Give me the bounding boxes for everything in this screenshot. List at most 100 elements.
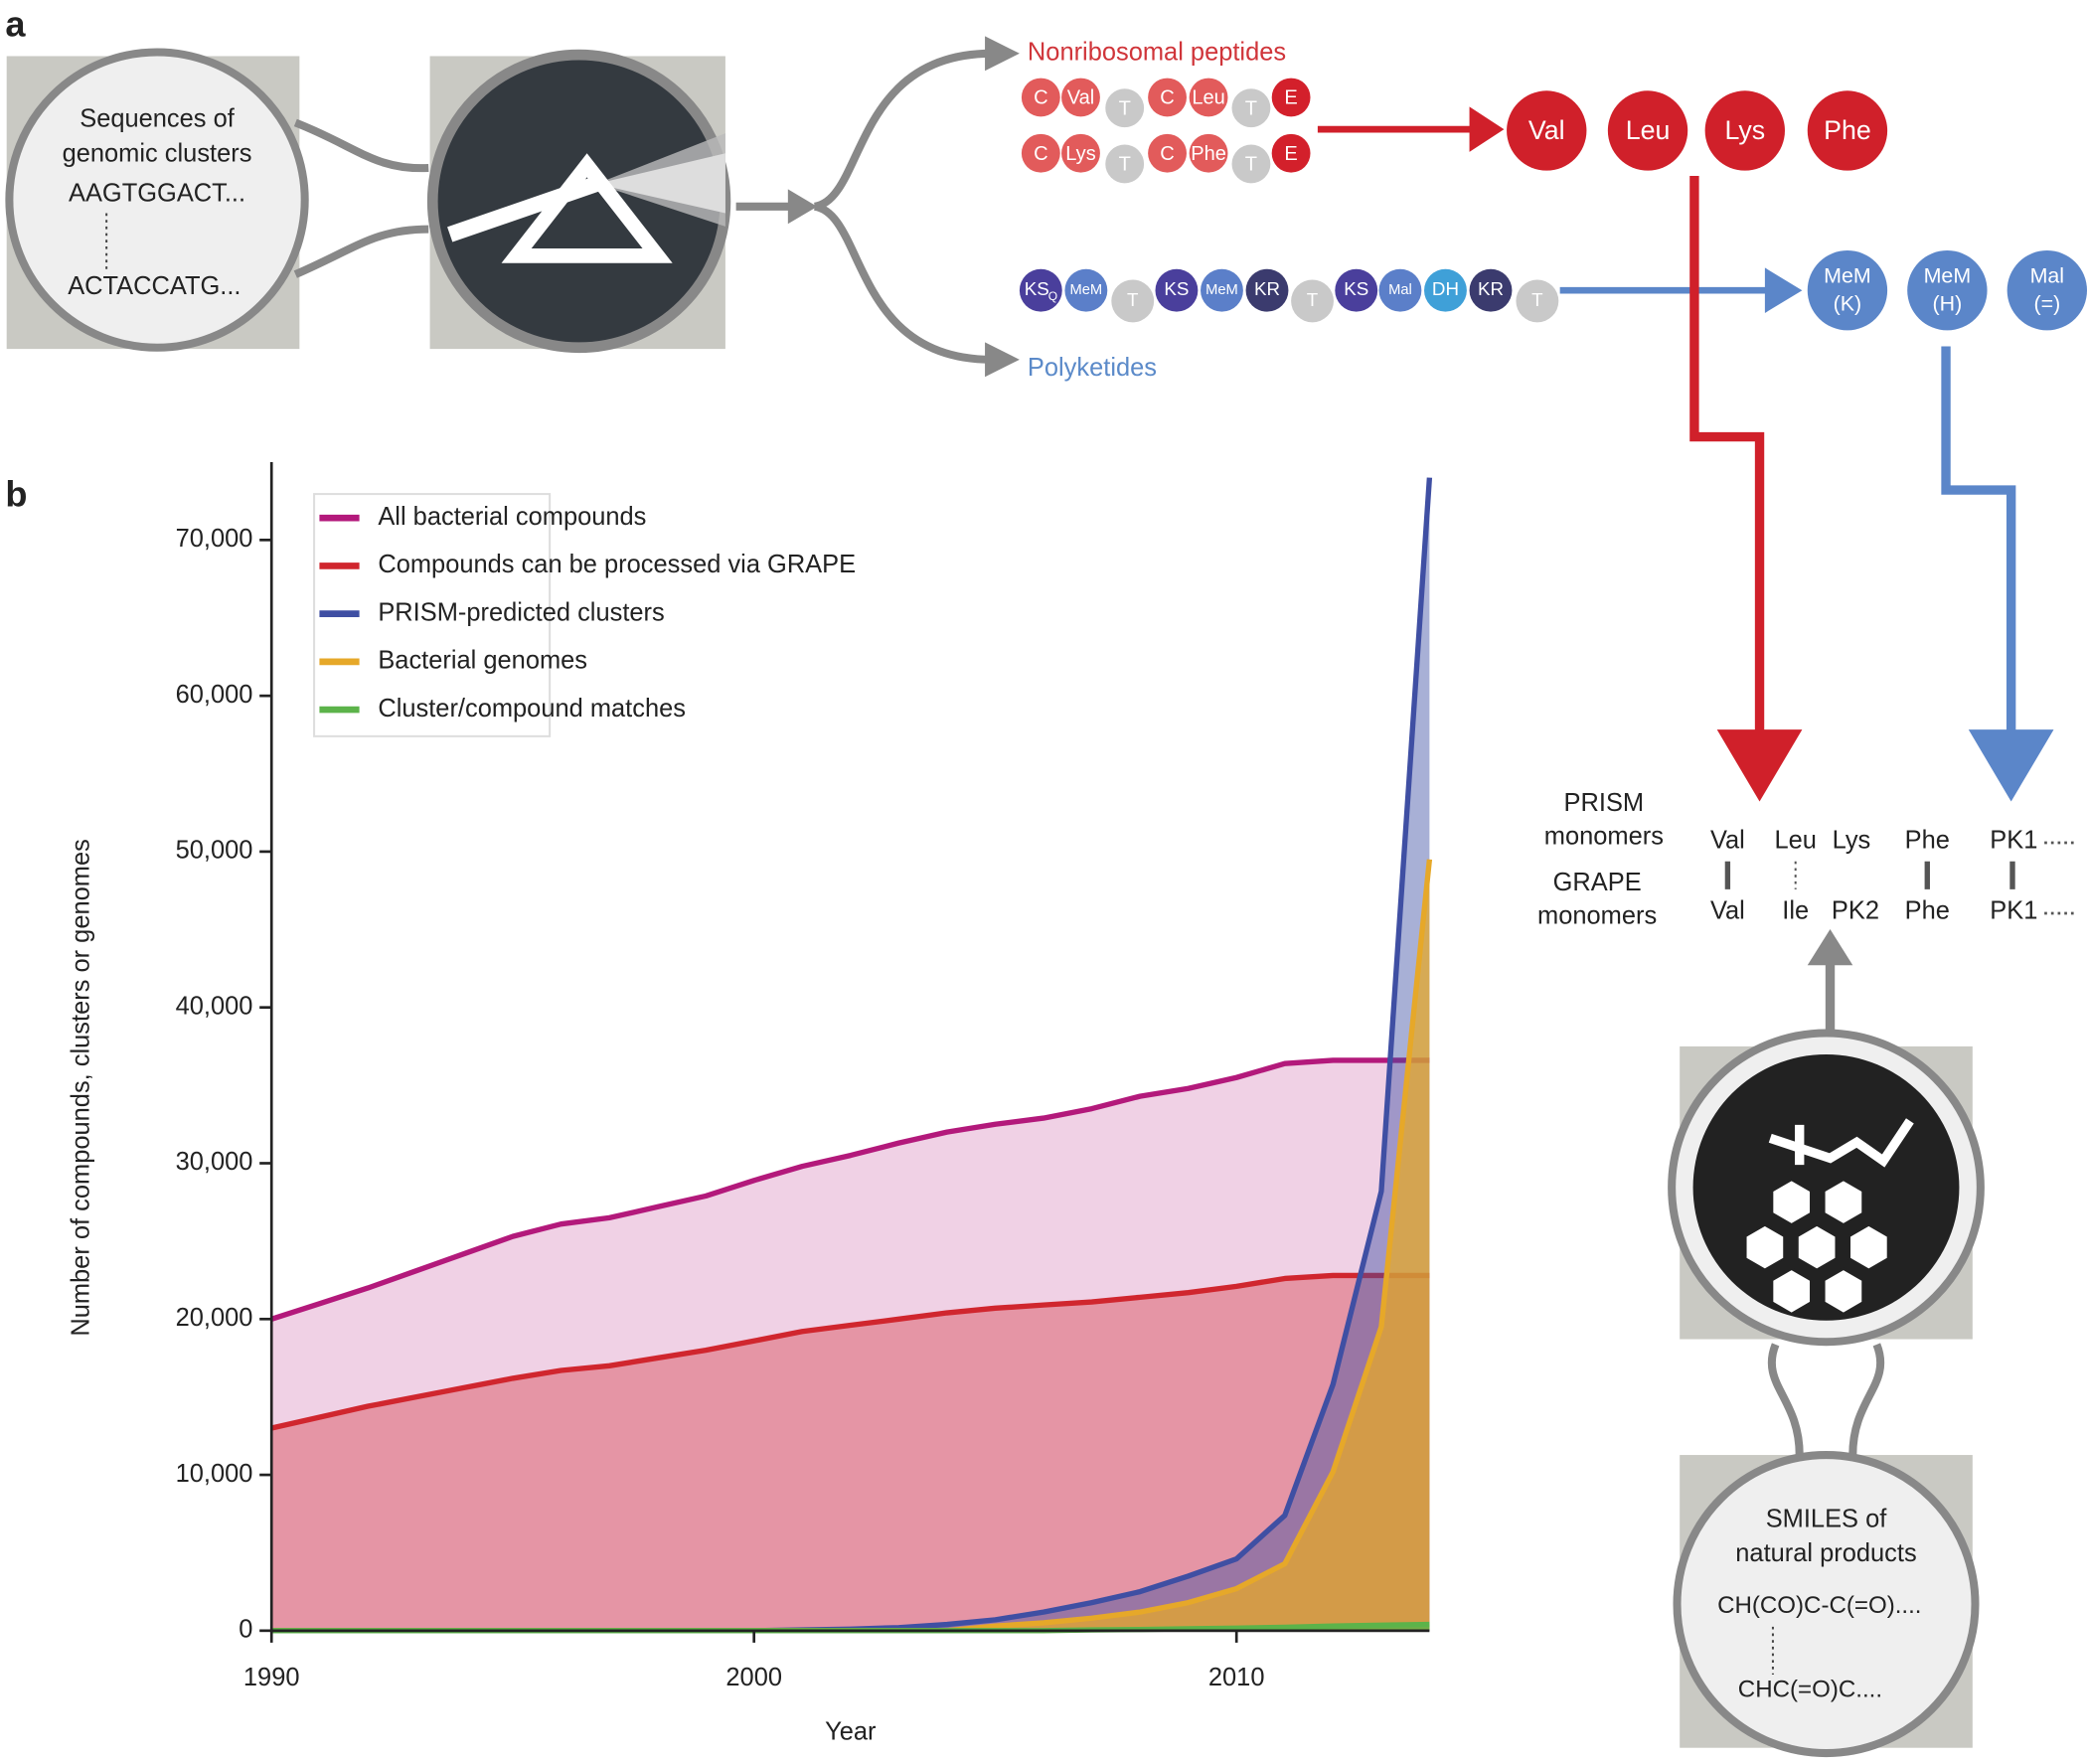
prism-monomer: Leu <box>1774 826 1816 854</box>
domain-label: Leu <box>1192 87 1225 109</box>
sequence: ACTACCATG... <box>68 272 241 300</box>
monomer <box>1507 90 1587 171</box>
domain-label: T <box>1245 154 1257 176</box>
legend-label: Compounds can be processed via GRAPE <box>378 551 856 578</box>
monomer <box>1704 90 1785 171</box>
area-fill <box>271 1059 1430 1631</box>
domain <box>1271 133 1311 173</box>
x-axis-label: Year <box>825 1718 877 1746</box>
hexagon <box>1770 1178 1813 1226</box>
grape-monomer: PK1 <box>1990 896 2037 924</box>
legend-label: All bacterial compounds <box>378 503 646 531</box>
arrowhead <box>787 189 818 225</box>
hexagon <box>1743 1222 1786 1272</box>
connector <box>293 118 429 173</box>
domain <box>1061 78 1100 117</box>
domain <box>1111 279 1155 323</box>
domain <box>1148 133 1187 173</box>
domain-label: T <box>1307 289 1319 310</box>
domain-label: C <box>1034 87 1048 109</box>
series-line <box>270 1057 1430 1322</box>
branch-label: Polyketides <box>1028 354 1157 382</box>
domain <box>1105 88 1145 128</box>
domain-label: E <box>1284 87 1297 109</box>
area-fill <box>271 859 1430 1631</box>
branch-label: Nonribosomal peptides <box>1028 39 1286 67</box>
domain <box>1155 268 1199 312</box>
domain <box>1021 133 1060 173</box>
domain-label: Val <box>1067 87 1095 109</box>
arrowhead <box>1968 729 2054 802</box>
arrow <box>813 49 992 211</box>
domain-label: KS <box>1025 278 1049 299</box>
monomer-label: (K) <box>1834 292 1862 316</box>
domain-label: KR <box>1254 278 1280 299</box>
sequence-circle <box>5 48 309 352</box>
monomer-label: (H) <box>1933 292 1963 316</box>
domain <box>1231 144 1271 184</box>
domain-label: Mal <box>1388 282 1412 298</box>
domain <box>1469 268 1513 312</box>
domain <box>1189 133 1228 173</box>
domain <box>1061 133 1100 173</box>
arrow <box>1941 346 2016 735</box>
domain <box>1335 268 1378 312</box>
x-tick-label: 1990 <box>243 1664 300 1691</box>
sequence: AAGTGGACT... <box>69 179 245 207</box>
domain-label: T <box>1127 289 1139 310</box>
hexagon <box>1822 1178 1864 1226</box>
domain <box>1148 78 1187 117</box>
domain-label: T <box>1245 97 1257 119</box>
spectrum <box>596 153 725 214</box>
hexagon <box>1770 1267 1813 1316</box>
y-tick-label: 60,000 <box>176 681 253 709</box>
monomer-label: Mal <box>2030 263 2065 287</box>
domain-label: KS <box>1164 278 1189 299</box>
smiles: CHC(=O)C.... <box>1738 1676 1882 1702</box>
domain <box>1271 78 1311 117</box>
domain <box>1021 78 1060 117</box>
monomer <box>1907 250 1988 331</box>
subscript: Q <box>1048 289 1057 303</box>
arrowhead <box>985 342 1020 378</box>
x-tick-label: 2010 <box>1208 1664 1265 1691</box>
monomer-label: MeM <box>1824 263 1871 287</box>
prism-monomer: PK1 <box>1990 826 2037 854</box>
domain-label: Lys <box>1065 143 1096 165</box>
box-title: SMILES of <box>1766 1505 1888 1532</box>
domain-label: DH <box>1432 278 1459 299</box>
box-title: natural products <box>1735 1539 1916 1567</box>
series-line <box>270 1272 1430 1431</box>
arrowhead <box>1469 106 1505 152</box>
domain-label: KS <box>1344 278 1368 299</box>
domain-label: T <box>1531 289 1543 310</box>
smiles: CH(CO)C-C(=O).... <box>1717 1592 1921 1619</box>
legend-label: Cluster/compound matches <box>378 695 686 722</box>
connector <box>1848 1343 1885 1456</box>
domain-label: E <box>1284 143 1297 165</box>
arrowhead <box>1764 267 1803 313</box>
grape-monomer: Phe <box>1905 896 1950 924</box>
connector <box>293 225 429 278</box>
domain-label: Phe <box>1191 143 1226 165</box>
domain <box>1291 279 1334 323</box>
arrowhead <box>1716 729 1803 802</box>
y-tick-label: 20,000 <box>176 1304 253 1332</box>
monomer-label: Val <box>1528 115 1565 145</box>
monomer <box>1607 90 1688 171</box>
domain-label: KR <box>1478 278 1504 299</box>
area-fill <box>271 1275 1430 1631</box>
grape-monomer: Ile <box>1782 896 1809 924</box>
panel-label: a <box>5 4 26 45</box>
domain <box>1516 279 1559 323</box>
domain <box>1201 268 1243 312</box>
domain-label: C <box>1160 87 1175 109</box>
monomer-label: Phe <box>1824 115 1871 145</box>
hexagon <box>1847 1222 1890 1272</box>
grape-monomer: PK2 <box>1832 896 1879 924</box>
grape-monomer: Val <box>1710 896 1745 924</box>
monomer-label: (=) <box>2033 292 2060 316</box>
domain <box>1189 78 1228 117</box>
row-label: PRISM <box>1564 789 1645 817</box>
